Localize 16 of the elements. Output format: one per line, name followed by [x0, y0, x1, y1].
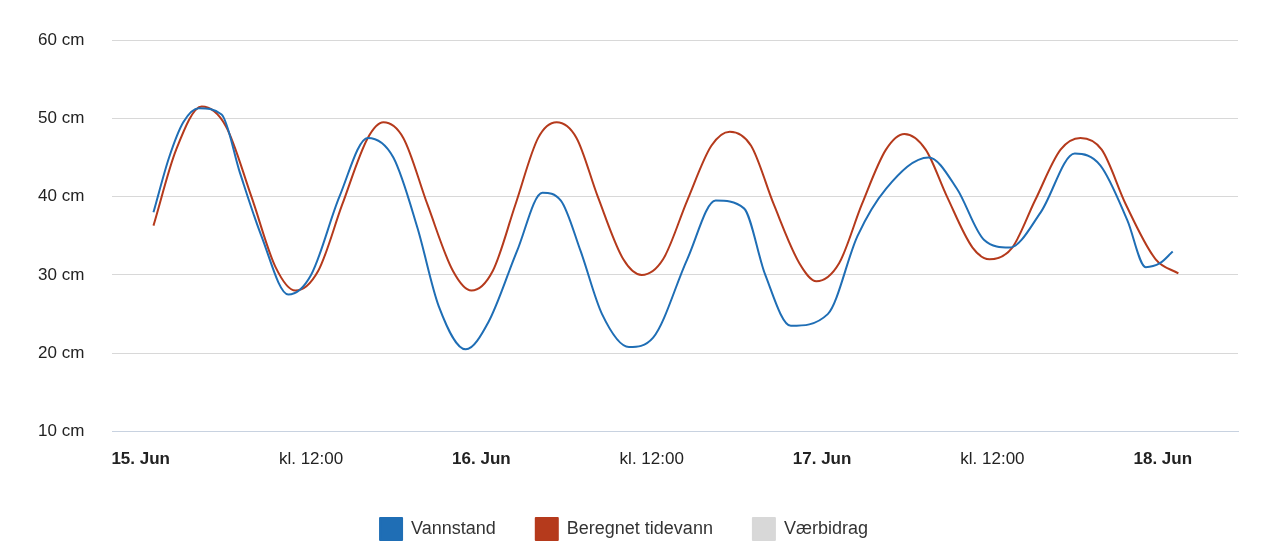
- x-tick-label: 18. Jun: [1133, 449, 1193, 469]
- x-tick-label: 15. Jun: [111, 449, 170, 469]
- x-tick-label: 17. Jun: [792, 449, 852, 469]
- x-tick-label: kl. 12:00: [619, 449, 684, 469]
- legend-label: Beregnet tidevann: [566, 517, 713, 538]
- x-tick-label: kl. 12:00: [960, 449, 1025, 469]
- y-tick-label: 40 cm: [38, 186, 85, 206]
- x-tick-label: kl. 12:00: [278, 449, 344, 469]
- y-tick-label: 60 cm: [38, 29, 85, 49]
- legend-label: Vannstand: [411, 517, 496, 538]
- y-tick-label: 10 cm: [38, 421, 85, 441]
- y-tick-label: 50 cm: [38, 108, 85, 128]
- y-tick-label: 20 cm: [38, 342, 85, 362]
- x-tick-label: 16. Jun: [452, 449, 511, 469]
- y-tick-label: 30 cm: [38, 264, 85, 284]
- legend-label: Værbidrag: [783, 517, 868, 538]
